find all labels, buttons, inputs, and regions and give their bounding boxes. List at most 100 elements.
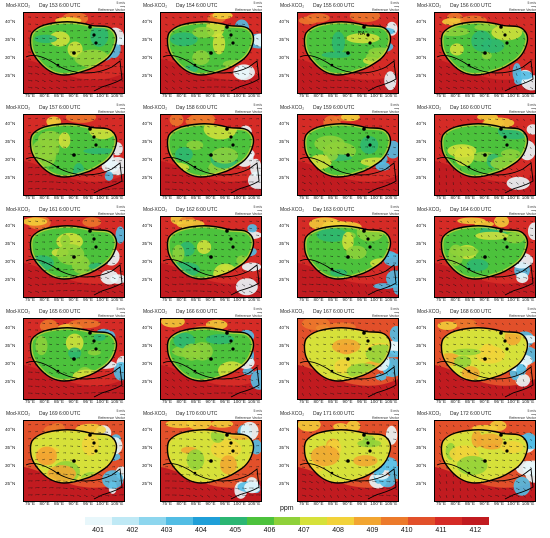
xco2-map — [297, 114, 399, 196]
panel-header: Mod-XCO₂ Day 165 6:00 UTC 5 m/s ⟶ Reference … — [3, 307, 127, 318]
xco2-field — [298, 319, 398, 399]
longitude-tick: 95°E — [356, 501, 368, 506]
longitude-tick: 100°E — [233, 195, 246, 200]
reference-arrow-icon: ⟶ — [256, 208, 262, 213]
map-panel: Mod-XCO₂ Day 153 6:00 UTC 5 m/s ⟶ Reference … — [3, 1, 127, 102]
reference-arrow-icon: ⟶ — [393, 208, 399, 213]
xco2-map — [23, 420, 125, 502]
panel-header: Mod-XCO₂ Day 170 6:00 UTC 5 m/s ⟶ Reference … — [140, 409, 264, 420]
longitude-tick: 85°E — [327, 195, 339, 200]
reference-vector-label: Reference Vector — [371, 8, 399, 12]
longitude-tick: 85°E — [53, 93, 65, 98]
longitude-tick: 105°E — [384, 297, 398, 302]
xco2-map — [160, 420, 262, 502]
longitude-tick: 85°E — [327, 93, 339, 98]
reference-vector-label: Reference Vector — [97, 416, 125, 420]
colorbar-segment — [408, 517, 436, 525]
latitude-tick: 25°N — [279, 175, 290, 180]
latitude-tick: 30°N — [142, 463, 153, 468]
latitude-tick: 30°N — [416, 259, 427, 264]
longitude-tick: 90°E — [479, 399, 490, 404]
reference-vector-label: Reference Vector — [508, 212, 536, 216]
panel-time-label: Day 168 6:00 UTC — [450, 309, 492, 315]
xco2-map — [160, 12, 262, 94]
latitude-tick: 25°N — [5, 481, 16, 486]
colorbar-tick-label: 403 — [160, 527, 173, 534]
latitude-tick: 25°N — [416, 481, 427, 486]
longitude-tick: 95°E — [82, 399, 94, 404]
longitude-tick: 75°E — [298, 399, 310, 404]
panel-variable-label: Mod-XCO₂ — [417, 411, 442, 417]
panel-variable-label: Mod-XCO₂ — [280, 411, 305, 417]
longitude-tick: 80°E — [450, 399, 461, 404]
xco2-field — [435, 319, 535, 399]
reference-arrow-icon: ⟶ — [256, 412, 262, 417]
latitude-tick: 40°N — [279, 223, 290, 228]
latitude-tick: 35°N — [5, 37, 16, 42]
longitude-tick: 95°E — [356, 297, 368, 302]
longitude-tick: 90°E — [68, 501, 79, 506]
latitude-tick: 30°N — [5, 361, 16, 366]
colorbar-unit: ppm — [280, 505, 294, 512]
latitude-tick: 35°N — [279, 445, 290, 450]
longitude-tick: 75°E — [298, 93, 310, 98]
latitude-tick: 40°N — [279, 19, 290, 24]
longitude-tick: 100°E — [96, 195, 109, 200]
latitude-tick: 25°N — [416, 175, 427, 180]
reference-vector: 5 m/s ⟶ Reference Vector — [98, 205, 125, 217]
longitude-tick: 105°E — [384, 501, 398, 506]
xco2-map — [297, 318, 399, 400]
latitude-tick: 35°N — [142, 445, 153, 450]
longitude-tick: 100°E — [233, 399, 246, 404]
reference-vector: 5 m/s ⟶ Reference Vector — [509, 1, 536, 13]
longitude-tick: 80°E — [39, 501, 50, 506]
longitude-tick: 105°E — [521, 399, 535, 404]
latitude-tick: 30°N — [279, 55, 290, 60]
longitude-tick: 105°E — [110, 399, 124, 404]
longitude-tick: 100°E — [370, 501, 383, 506]
latitude-tick: 40°N — [142, 19, 153, 24]
reference-vector-label: Reference Vector — [234, 8, 262, 12]
panel-header: Mod-XCO₂ Day 155 6:00 UTC 5 m/s ⟶ Reference … — [277, 1, 401, 12]
panel-header: Mod-XCO₂ Day 153 6:00 UTC 5 m/s ⟶ Reference … — [3, 1, 127, 12]
longitude-tick: 80°E — [313, 297, 324, 302]
map-panel: Mod-XCO₂ Day 154 6:00 UTC 5 m/s ⟶ Reference … — [140, 1, 264, 102]
longitude-tick: 85°E — [53, 399, 65, 404]
panel-time-label: Day 155 6:00 UTC — [313, 3, 355, 9]
panel-time-label: Day 169 6:00 UTC — [39, 411, 81, 417]
longitude-tick: 90°E — [68, 93, 79, 98]
latitude-tick: 35°N — [142, 343, 153, 348]
longitude-tick: 105°E — [247, 297, 261, 302]
map-panel: Mod-XCO₂ Day 155 6:00 UTC 5 m/s ⟶ Reference … — [277, 1, 401, 102]
panel-variable-label: Mod-XCO₂ — [417, 207, 442, 213]
latitude-tick: 35°N — [416, 139, 427, 144]
longitude-tick: 80°E — [313, 399, 324, 404]
longitude-tick: 75°E — [435, 297, 447, 302]
latitude-tick: 40°N — [279, 427, 290, 432]
reference-vector-label: Reference Vector — [371, 110, 399, 114]
reference-vector: 5 m/s ⟶ Reference Vector — [508, 205, 536, 217]
longitude-tick: 105°E — [110, 501, 124, 506]
reference-vector-label: Reference Vector — [234, 416, 262, 420]
longitude-tick: 80°E — [176, 501, 187, 506]
latitude-tick: 30°N — [5, 55, 16, 60]
longitude-tick: 85°E — [190, 399, 202, 404]
latitude-tick: 30°N — [416, 55, 427, 60]
panel-time-label: Day 161 6:00 UTC — [39, 207, 81, 213]
map-panel: Mod-XCO₂ Day 165 6:00 UTC 5 m/s ⟶ Reference … — [3, 307, 127, 408]
reference-arrow-icon: ⟶ — [530, 310, 536, 315]
reference-vector: 5 m/s ⟶ Reference Vector — [97, 409, 125, 421]
xco2-field — [435, 217, 535, 297]
latitude-tick: 30°N — [5, 157, 16, 162]
colorbar-tick-label: 407 — [297, 527, 310, 534]
reference-arrow-icon: ⟶ — [119, 310, 125, 315]
latitude-tick: 35°N — [279, 343, 290, 348]
reference-arrow-icon: ⟶ — [119, 412, 125, 417]
xco2-map — [160, 216, 262, 298]
panel-time-label: Day 153 6:00 UTC — [39, 3, 81, 9]
reference-vector-label: Reference Vector — [234, 314, 262, 318]
map-panel: Mod-XCO₂ Day 162 6:00 UTC 5 m/s ⟶ Reference … — [140, 205, 264, 306]
latitude-tick: 30°N — [142, 157, 153, 162]
latitude-tick: 40°N — [142, 325, 153, 330]
longitude-tick: 90°E — [342, 399, 353, 404]
